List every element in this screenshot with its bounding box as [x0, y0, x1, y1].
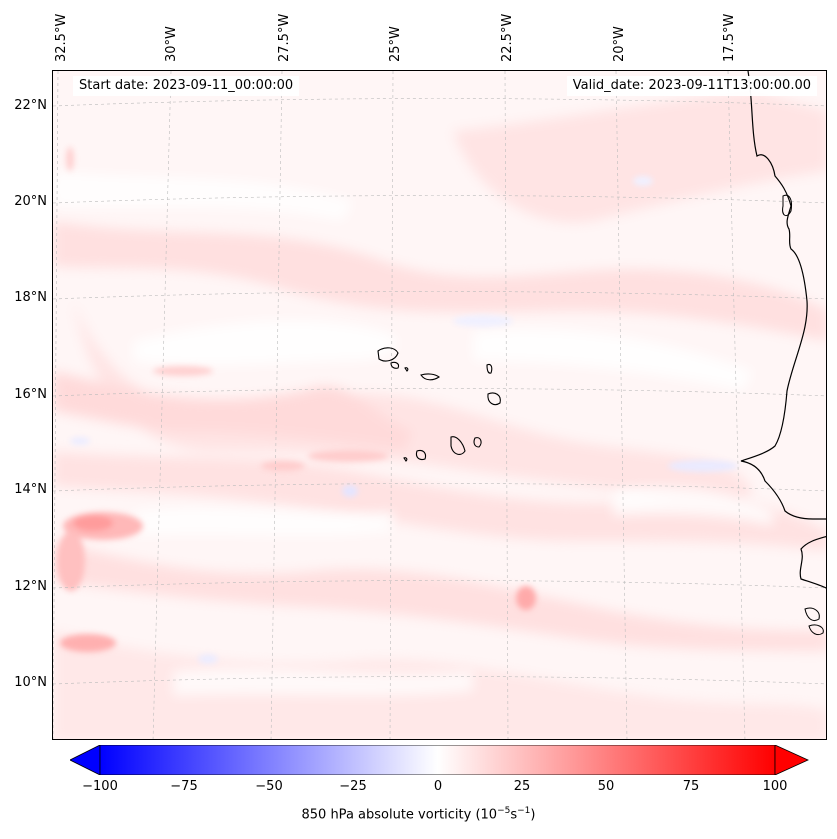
coastline-peninsula — [782, 194, 792, 217]
coastline-africa — [740, 71, 826, 520]
lon-label-32-5w: 32.5°W — [54, 13, 69, 62]
lon-label-27-5w: 27.5°W — [277, 13, 292, 62]
colorbar-tick-minus-100: −100 — [82, 779, 118, 794]
island-fogo — [415, 449, 427, 461]
lat-label-14n: 14°N — [14, 482, 47, 497]
colorbar-label: 850 hPa absolute vorticity (10−5s−1) — [301, 806, 536, 823]
lon-label-20w: 20°W — [612, 26, 627, 62]
colorbar-tick-100: 100 — [762, 779, 788, 794]
coastline-islands-guinea — [804, 607, 824, 636]
neutral-streaks — [53, 171, 773, 696]
lat-label-10n: 10°N — [14, 675, 47, 690]
coastline-africa-south — [799, 535, 826, 589]
lat-label-16n: 16°N — [14, 387, 47, 402]
island-maio — [473, 437, 482, 448]
negative-vorticity-patches — [70, 176, 738, 664]
vorticity-maxima — [57, 147, 536, 652]
island-sao-nicolau — [420, 373, 440, 381]
colorbar-extend-min — [70, 745, 101, 775]
lat-label-22n: 22°N — [14, 98, 47, 113]
lat-label-12n: 12°N — [14, 579, 47, 594]
lat-label-20n: 20°N — [14, 194, 47, 209]
vorticity-field-map — [53, 71, 826, 739]
lon-label-17-5w: 17.5°W — [722, 13, 737, 62]
map-panel — [52, 70, 827, 740]
colorbar-tick-minus-50: −50 — [255, 779, 283, 794]
lon-label-22-5w: 22.5°W — [500, 13, 515, 62]
colorbar-tick-50: 50 — [597, 779, 615, 794]
island-sal — [486, 363, 493, 374]
lon-label-30w: 30°W — [164, 26, 179, 62]
lon-label-25w: 25°W — [388, 26, 403, 62]
island-santa-luzia — [404, 367, 409, 372]
start-date-label: Start date: 2023-09-11_00:00:00 — [73, 76, 300, 96]
island-santo-antao — [377, 347, 399, 362]
colorbar-extend-max — [774, 745, 809, 775]
positive-vorticity-bands — [53, 91, 826, 739]
colorbar-tick-75: 75 — [682, 779, 700, 794]
cape-verde-islands — [377, 347, 501, 462]
colorbar-tick-minus-25: −25 — [339, 779, 367, 794]
colorbar — [70, 745, 809, 775]
graticule — [53, 71, 826, 739]
colorbar-tick-0: 0 — [433, 779, 443, 794]
colorbar-gradient — [99, 745, 776, 775]
valid-date-label: Valid_date: 2023-09-11T13:00:00.00 — [566, 76, 817, 96]
colorbar-tick-25: 25 — [513, 779, 531, 794]
island-sao-vicente — [390, 361, 400, 369]
lat-label-18n: 18°N — [14, 290, 47, 305]
island-brava — [403, 457, 408, 462]
colorbar-tick-minus-75: −75 — [170, 779, 198, 794]
island-santiago — [450, 436, 466, 455]
island-boa-vista — [487, 392, 501, 406]
